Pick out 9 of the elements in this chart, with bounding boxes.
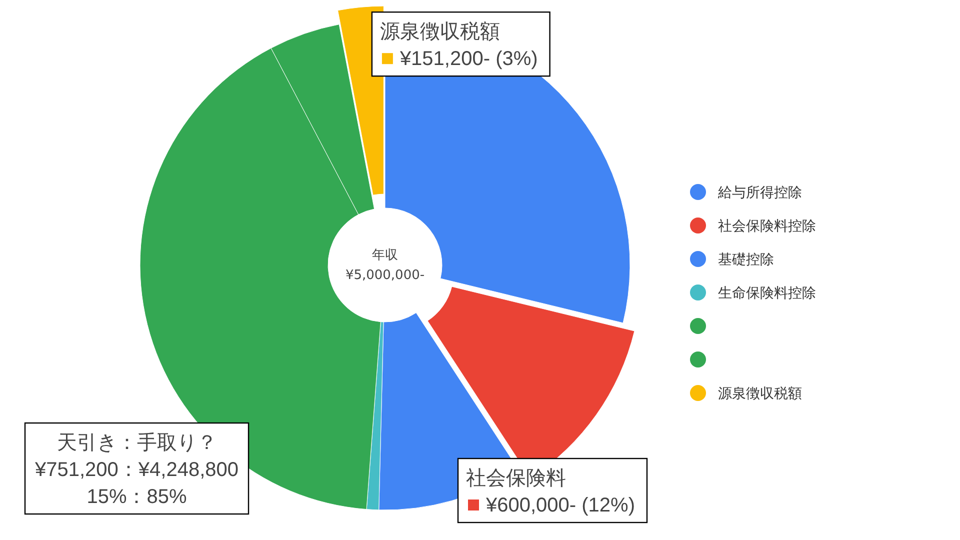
- legend-label: 基礎控除: [718, 252, 774, 268]
- text: 天引き：手取り？ ¥751,200：¥4,248,800 15%：85%: [34, 432, 239, 508]
- legend-label: 給与所得控除: [717, 185, 802, 201]
- legend-label: 源泉徴収税額: [718, 386, 802, 402]
- legend-label: 社会保険料控除: [718, 218, 816, 234]
- text: 年収 ¥5,000,000-: [345, 248, 425, 283]
- text: 社会保険料 ¥600,000- (12%): [466, 468, 635, 517]
- text: 源泉徴収税額 ¥151,200- (3%): [380, 21, 538, 70]
- legend-label: 生命保険料控除: [718, 286, 816, 302]
